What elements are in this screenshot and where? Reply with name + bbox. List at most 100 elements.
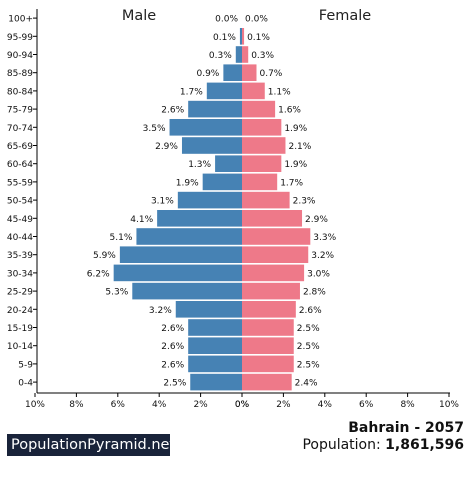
male-value-5-9: 2.6% xyxy=(161,360,184,370)
labels-layer: Male Female 100+ 0.0% 0.0% 95-99 0.1% 0.1% 90-94… xyxy=(7,8,371,389)
female-value-55-59: 1.7% xyxy=(280,178,303,188)
male-bar-45-49 xyxy=(157,210,242,227)
population-pyramid-chart: Male Female 100+ 0.0% 0.0% 95-99 0.1% 0.1% 90-94… xyxy=(7,8,460,410)
female-value-5-9: 2.5% xyxy=(297,360,320,370)
female-value-70-74: 1.9% xyxy=(284,124,307,134)
male-value-90-94: 0.3% xyxy=(209,51,232,61)
female-bar-5-9 xyxy=(242,355,294,373)
x-tick-label-left-8: 8% xyxy=(69,400,84,410)
x-tick-label-left-10: 10% xyxy=(25,400,45,410)
male-value-85-89: 0.9% xyxy=(196,69,219,79)
female-value-60-64: 1.9% xyxy=(284,160,307,170)
female-bar-25-29 xyxy=(242,282,300,300)
age-label-90-94: 90-94 xyxy=(7,51,33,61)
male-bar-75-79 xyxy=(188,100,242,118)
x-tick-label-right-8: 8% xyxy=(400,400,415,410)
male-value-75-79: 2.6% xyxy=(161,106,184,116)
female-value-100+: 0.0% xyxy=(245,15,268,25)
male-bar-90-94 xyxy=(235,46,242,63)
female-bar-65-69 xyxy=(242,137,286,154)
population-line: Population: 1,861,596 xyxy=(302,437,464,453)
male-bar-35-39 xyxy=(119,246,242,263)
male-value-15-19: 2.6% xyxy=(161,324,184,334)
male-value-60-64: 1.3% xyxy=(188,160,211,170)
age-label-95-99: 95-99 xyxy=(7,33,33,43)
age-label-50-54: 50-54 xyxy=(7,197,33,207)
male-value-100+: 0.0% xyxy=(215,15,238,25)
x-tick-label-left-4: 4% xyxy=(152,400,167,410)
x-tick-label-right-4: 4% xyxy=(318,400,333,410)
female-value-10-14: 2.5% xyxy=(297,342,320,352)
female-bar-10-14 xyxy=(242,337,294,354)
male-value-45-49: 4.1% xyxy=(130,215,153,225)
female-value-15-19: 2.5% xyxy=(297,324,320,334)
age-label-30-34: 30-34 xyxy=(7,269,33,279)
female-value-20-24: 2.6% xyxy=(299,306,322,316)
female-value-80-84: 1.1% xyxy=(268,87,291,97)
female-value-40-44: 3.3% xyxy=(313,233,336,243)
age-label-65-69: 65-69 xyxy=(7,142,33,152)
male-value-80-84: 1.7% xyxy=(180,87,203,97)
female-bar-80-84 xyxy=(242,82,265,100)
female-value-35-39: 3.2% xyxy=(311,251,334,261)
female-bar-15-19 xyxy=(242,319,294,336)
male-value-65-69: 2.9% xyxy=(155,142,178,152)
male-bar-40-44 xyxy=(136,228,242,245)
x-tick-label-left-6: 6% xyxy=(111,400,126,410)
female-value-85-89: 0.7% xyxy=(259,69,282,79)
age-label-10-14: 10-14 xyxy=(7,342,33,352)
x-tick-label-right-10: 10% xyxy=(439,400,459,410)
female-bar-60-64 xyxy=(242,155,282,172)
age-label-40-44: 40-44 xyxy=(7,233,33,243)
male-value-10-14: 2.6% xyxy=(161,342,184,352)
female-value-75-79: 1.6% xyxy=(278,106,301,116)
male-bar-30-34 xyxy=(113,264,242,282)
age-label-70-74: 70-74 xyxy=(7,124,33,134)
female-value-95-99: 0.1% xyxy=(247,33,270,43)
male-bar-80-84 xyxy=(206,82,242,100)
male-bar-0-4 xyxy=(190,373,242,391)
age-label-35-39: 35-39 xyxy=(7,251,33,261)
female-title: Female xyxy=(319,8,372,24)
brand-logo[interactable]: PopulationPyramid.net xyxy=(7,434,175,456)
age-label-75-79: 75-79 xyxy=(7,106,33,116)
x-tick-label-right-0: 0% xyxy=(235,400,250,410)
age-label-45-49: 45-49 xyxy=(7,215,33,225)
age-label-5-9: 5-9 xyxy=(18,360,33,370)
female-bar-85-89 xyxy=(242,64,257,81)
female-bar-35-39 xyxy=(242,246,309,263)
male-bar-10-14 xyxy=(188,337,242,354)
male-bar-25-29 xyxy=(132,282,242,300)
female-bar-30-34 xyxy=(242,264,305,282)
x-tick-label-left-0: 0% xyxy=(235,400,250,410)
male-value-50-54: 3.1% xyxy=(151,197,174,207)
axes-layer: 10% 8% 6% 4% 2% 0%0% 2% 4% 6% 8% 10% xyxy=(25,9,459,410)
female-bar-55-59 xyxy=(242,173,278,191)
female-value-0-4: 2.4% xyxy=(295,379,318,389)
male-value-95-99: 0.1% xyxy=(213,33,236,43)
age-label-85-89: 85-89 xyxy=(7,69,33,79)
age-label-0-4: 0-4 xyxy=(18,379,33,389)
female-value-65-69: 2.1% xyxy=(288,142,311,152)
female-bar-0-4 xyxy=(242,373,292,391)
age-label-25-29: 25-29 xyxy=(7,288,33,298)
population-label: Population: xyxy=(302,437,381,453)
age-label-60-64: 60-64 xyxy=(7,160,33,170)
male-value-35-39: 5.9% xyxy=(93,251,116,261)
female-bar-40-44 xyxy=(242,228,311,245)
male-bar-55-59 xyxy=(202,173,242,191)
male-value-70-74: 3.5% xyxy=(143,124,166,134)
age-label-20-24: 20-24 xyxy=(7,306,33,316)
bars-layer xyxy=(113,28,311,391)
male-value-30-34: 6.2% xyxy=(87,269,110,279)
female-value-50-54: 2.3% xyxy=(293,197,316,207)
male-value-20-24: 3.2% xyxy=(149,306,172,316)
female-value-30-34: 3.0% xyxy=(307,269,330,279)
female-bar-70-74 xyxy=(242,119,282,136)
female-bar-50-54 xyxy=(242,191,290,209)
age-label-15-19: 15-19 xyxy=(7,324,33,334)
male-bar-15-19 xyxy=(188,319,242,336)
male-bar-65-69 xyxy=(181,137,242,154)
male-bar-70-74 xyxy=(169,119,242,136)
male-bar-85-89 xyxy=(223,64,242,81)
